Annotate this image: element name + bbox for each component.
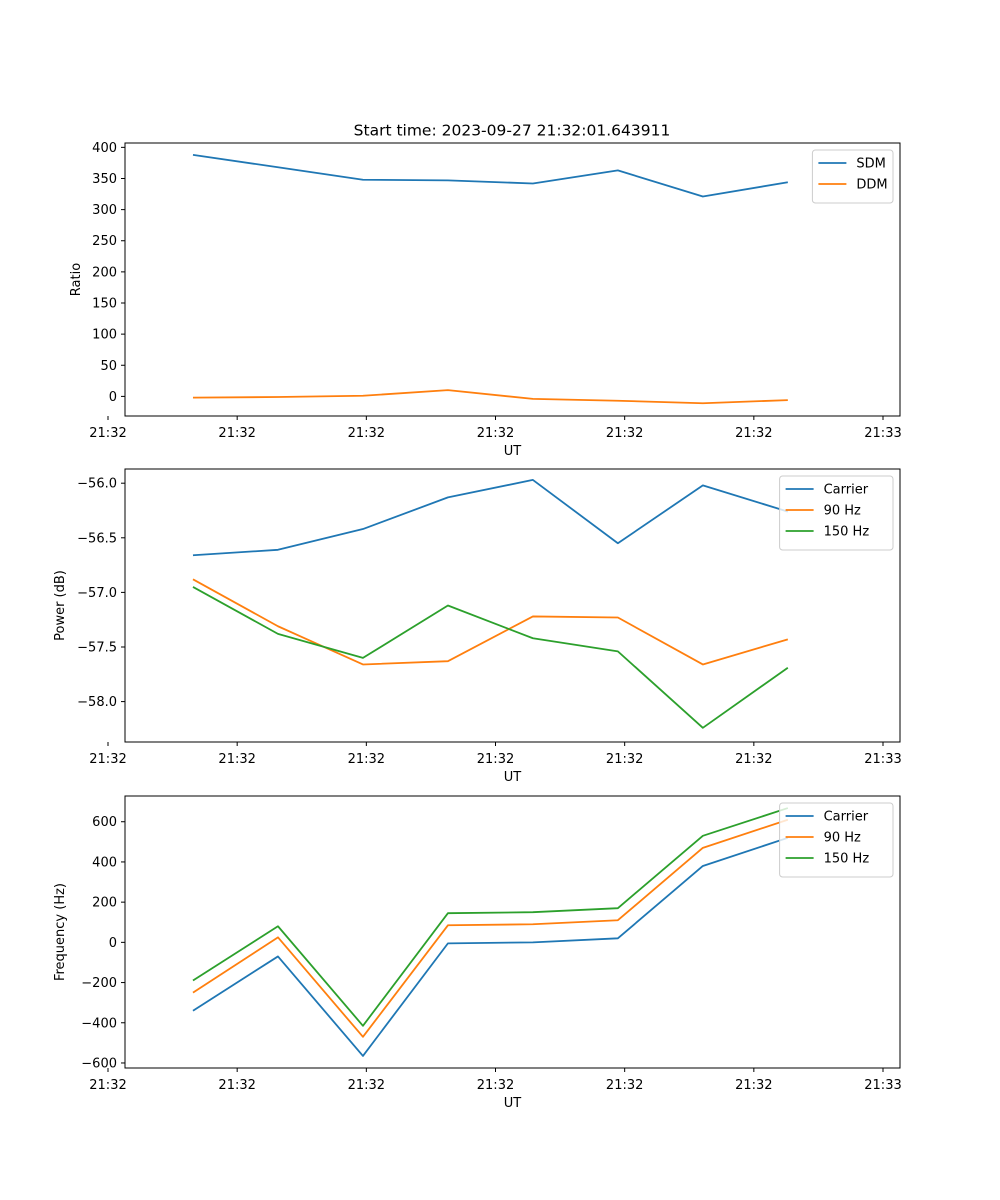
y-tick-label: 300: [92, 203, 117, 218]
x-tick-label: 21:32: [89, 1078, 126, 1093]
axes-frame: [124, 142, 901, 417]
x-tick-label: 21:32: [606, 752, 643, 767]
y-axis-label: Frequency (Hz): [53, 883, 68, 981]
legend-label-150-hz: 150 Hz: [824, 852, 870, 867]
y-axis-label: Power (dB): [53, 570, 68, 641]
y-tick-label: −56.5: [77, 531, 117, 546]
y-tick-label: −57.5: [77, 640, 117, 655]
x-tick-label: 21:32: [218, 426, 255, 441]
y-tick-label: 0: [109, 390, 117, 405]
x-tick-label: 21:32: [735, 1078, 772, 1093]
x-tick-label: 21:32: [348, 1078, 385, 1093]
subplot-1: 21:32 21:32 21:32 21:32 21:32 21:32 21:33 0 50 10…: [69, 141, 902, 459]
y-tick-label: 400: [92, 855, 117, 870]
y-tick-label: −56.0: [77, 477, 117, 492]
x-tick-label: 21:32: [348, 752, 385, 767]
series-line-150-hz: [192, 586, 789, 729]
y-tick-label: −200: [81, 976, 117, 991]
x-tick-label: 21:32: [89, 752, 126, 767]
x-axis-label: UT: [504, 444, 522, 459]
y-tick-label: −57.0: [77, 586, 117, 601]
series-line-ddm: [192, 389, 788, 405]
x-axis-label: UT: [504, 770, 522, 785]
axes-frame: [124, 468, 901, 743]
legend-label-carrier: Carrier: [824, 483, 869, 498]
y-tick-label: 600: [92, 815, 117, 830]
series-line-150-hz: [192, 807, 789, 1027]
y-axis-label: Ratio: [69, 263, 84, 296]
y-tick-label: 200: [92, 265, 117, 280]
y-tick-label: 250: [92, 234, 117, 249]
axes-frame: [124, 795, 901, 1069]
legend-label-90-hz: 90 Hz: [824, 504, 861, 519]
x-tick-label: 21:32: [606, 426, 643, 441]
series-line-90-hz: [192, 818, 789, 1038]
legend-label-90-hz: 90 Hz: [824, 831, 861, 846]
subplots: 21:32 21:32 21:32 21:32 21:32 21:32 21:33 0 50 10…: [53, 141, 902, 1111]
subplot-3: 21:32 21:32 21:32 21:32 21:32 21:32 21:33 −600 −…: [53, 795, 902, 1111]
chart-title: Start time: 2023-09-27 21:32:01.643911: [354, 122, 671, 140]
x-tick-label: 21:33: [864, 426, 901, 441]
y-tick-label: −58.0: [77, 695, 117, 710]
subplot-2: 21:32 21:32 21:32 21:32 21:32 21:32 21:33 −58.0…: [53, 468, 902, 785]
y-tick-label: −400: [81, 1016, 117, 1031]
legend: Carrier 90 Hz 150 Hz: [779, 475, 894, 551]
x-tick-label: 21:33: [864, 752, 901, 767]
x-tick-label: 21:32: [477, 752, 514, 767]
y-tick-label: 100: [92, 328, 117, 343]
series-line-sdm: [192, 153, 788, 198]
series-line-90-hz: [192, 578, 789, 666]
x-tick-label: 21:32: [735, 426, 772, 441]
series-line-carrier: [192, 479, 789, 557]
x-tick-label: 21:32: [477, 1078, 514, 1093]
y-tick-label: 400: [92, 141, 117, 156]
y-tick-label: 50: [100, 359, 117, 374]
x-tick-label: 21:32: [348, 426, 385, 441]
y-tick-label: 150: [92, 297, 117, 312]
legend: SDM DDM: [811, 149, 894, 204]
x-tick-label: 21:32: [606, 1078, 643, 1093]
x-axis-label: UT: [504, 1096, 522, 1111]
x-tick-label: 21:33: [864, 1078, 901, 1093]
legend: Carrier 90 Hz 150 Hz: [779, 802, 894, 878]
legend-label-ddm: DDM: [856, 178, 887, 193]
y-tick-label: 0: [109, 936, 117, 951]
y-tick-label: −600: [81, 1056, 117, 1071]
legend-label-150-hz: 150 Hz: [824, 525, 870, 540]
x-tick-label: 21:32: [89, 426, 126, 441]
x-tick-label: 21:32: [218, 1078, 255, 1093]
y-tick-label: 350: [92, 172, 117, 187]
legend-label-carrier: Carrier: [824, 810, 869, 825]
x-tick-label: 21:32: [477, 426, 514, 441]
series-line-carrier: [192, 836, 789, 1057]
y-tick-label: 200: [92, 896, 117, 911]
legend-label-sdm: SDM: [856, 157, 885, 172]
x-tick-label: 21:32: [218, 752, 255, 767]
x-tick-label: 21:32: [735, 752, 772, 767]
